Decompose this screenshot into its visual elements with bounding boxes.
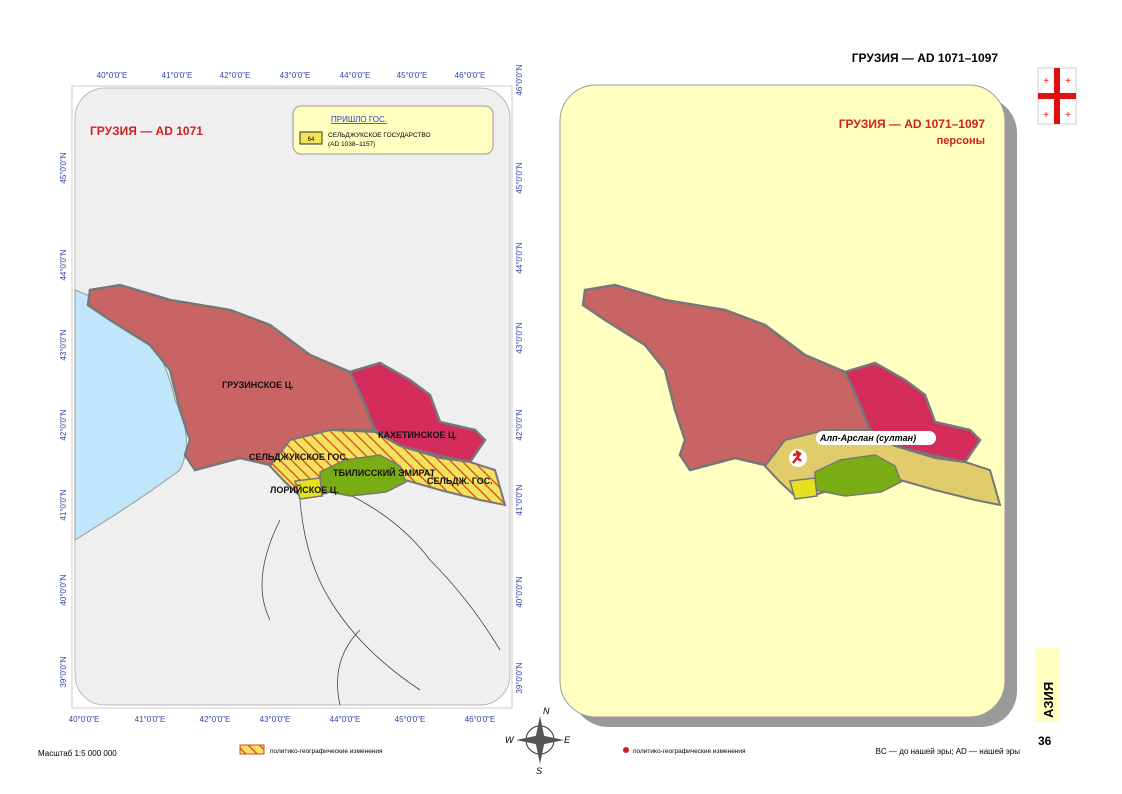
svg-text:+: + — [1065, 76, 1071, 87]
svg-text:+: + — [1043, 76, 1049, 87]
era-note: BC — до нашей эры; AD — нашей эры — [876, 747, 1021, 756]
region-tab — [1035, 648, 1060, 722]
legend-code: 64 — [308, 137, 315, 143]
compass-letter: W — [505, 735, 515, 745]
region-label: ЛОРИЙСКОЕ Ц. — [270, 484, 339, 495]
legend-swatch — [239, 744, 265, 755]
lon-tick-label: 46°0'0"E — [465, 715, 496, 724]
lat-tick-label: 46°0'0"N — [515, 64, 524, 95]
lon-tick-label: 40°0'0"E — [69, 715, 100, 724]
region-label: ТБИЛИССКИЙ ЭМИРАТ — [333, 467, 436, 478]
region-label: СЕЛЬДЖ. ГОС. — [427, 476, 493, 486]
map-title: ГРУЗИЯ — AD 1071–1097 — [839, 117, 986, 131]
map-subtitle: персоны — [937, 135, 985, 147]
footer-legend: политико-географические изменения — [633, 748, 746, 755]
right-map: ГРУЗИЯ — AD 1071–1097 персоны Алп-Арслан… — [559, 84, 1017, 727]
lat-tick-label: 40°0'0"N — [59, 574, 68, 605]
flag: + + + + — [1037, 67, 1077, 125]
region-label: ГРУЗИНСКОЕ Ц. — [222, 380, 294, 390]
legend-dot — [623, 747, 629, 753]
legend-swatch — [299, 131, 323, 145]
lat-tick-label: 41°0'0"N — [59, 489, 68, 520]
lat-tick-label: 44°0'0"N — [59, 249, 68, 280]
lat-tick-label: 44°0'0"N — [515, 242, 524, 273]
lat-tick-label: 43°0'0"N — [59, 329, 68, 360]
lat-tick-label: 41°0'0"N — [515, 484, 524, 515]
lon-tick-label: 42°0'0"E — [220, 71, 251, 80]
legend-name: СЕЛЬДЖУКСКОЕ ГОСУДАРСТВО — [328, 132, 431, 139]
region-tab-label: АЗИЯ — [1041, 682, 1056, 718]
region-label: КАХЕТИНСКОЕ Ц. — [378, 430, 457, 440]
left-map: ГРУЗИЯ — AD 1071 ПРИШЛО ГОС. 64 СЕЛЬДЖУК… — [59, 64, 524, 724]
legend-dates: (AD 1038–1157) — [328, 141, 375, 148]
lat-tick-label: 43°0'0"N — [515, 322, 524, 353]
compass: N E S W — [505, 706, 571, 776]
map-title: ГРУЗИЯ — AD 1071 — [90, 124, 203, 138]
svg-text:+: + — [1065, 110, 1071, 121]
lon-tick-label: 44°0'0"E — [340, 71, 371, 80]
lon-tick-label: 43°0'0"E — [260, 715, 291, 724]
lat-tick-label: 45°0'0"N — [515, 162, 524, 193]
lon-tick-label: 41°0'0"E — [162, 71, 193, 80]
legend-heading: ПРИШЛО ГОС. — [331, 115, 387, 124]
lat-tick-label: 39°0'0"N — [59, 656, 68, 687]
region-label: СЕЛЬДЖУКСКОЕ ГОС. — [249, 452, 348, 462]
lon-tick-label: 45°0'0"E — [397, 71, 428, 80]
lon-tick-label: 46°0'0"E — [455, 71, 486, 80]
lat-tick-label: 42°0'0"N — [59, 409, 68, 440]
lat-tick-label: 45°0'0"N — [59, 152, 68, 183]
compass-letter: E — [564, 735, 571, 745]
compass-letter: N — [543, 706, 550, 716]
scale: Масштаб 1:5 000 000 — [38, 749, 117, 758]
compass-letter: S — [536, 766, 542, 776]
svg-text:+: + — [1043, 110, 1049, 121]
lon-tick-label: 45°0'0"E — [395, 715, 426, 724]
lon-tick-label: 41°0'0"E — [135, 715, 166, 724]
lon-tick-label: 42°0'0"E — [200, 715, 231, 724]
lat-tick-label: 40°0'0"N — [515, 576, 524, 607]
page-number: 36 — [1038, 734, 1052, 748]
header-title: ГРУЗИЯ — AD 1071–1097 — [852, 51, 999, 65]
person-label: Алп-Арслан (султан) — [819, 433, 916, 443]
lat-tick-label: 42°0'0"N — [515, 409, 524, 440]
legend-box — [292, 105, 494, 155]
lon-tick-label: 44°0'0"E — [330, 715, 361, 724]
footer-legend: политико-географические изменения — [270, 748, 383, 755]
lon-tick-label: 43°0'0"E — [280, 71, 311, 80]
lon-tick-label: 40°0'0"E — [97, 71, 128, 80]
person-badge — [816, 431, 936, 445]
lat-tick-label: 39°0'0"N — [515, 662, 524, 693]
